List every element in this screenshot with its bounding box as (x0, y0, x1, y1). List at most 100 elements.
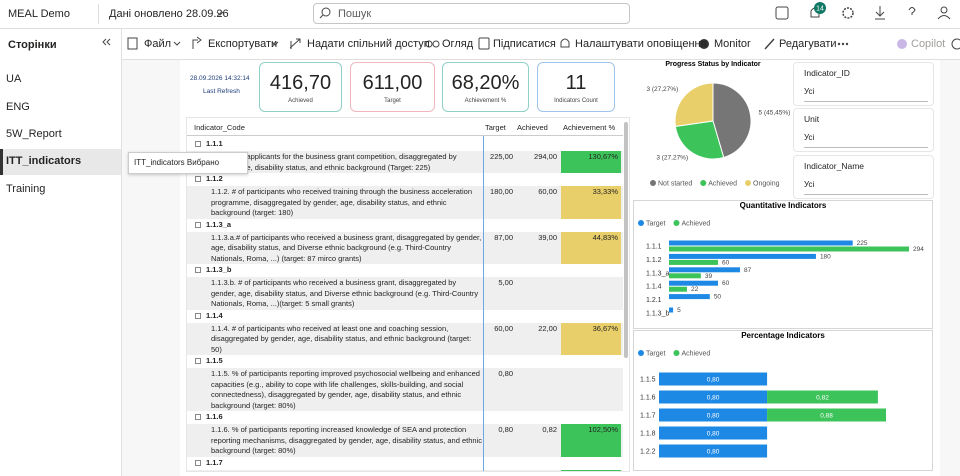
column-header[interactable]: Achieved (517, 123, 548, 132)
expand-box[interactable] (195, 141, 201, 147)
slicer[interactable]: Unit Усі (793, 108, 934, 152)
kpi-card: 68,20% Achievement % (442, 62, 529, 112)
toolbar-item[interactable]: Огляд (442, 38, 474, 50)
toolbar-item[interactable]: Monitor (714, 38, 751, 50)
toolbar-item[interactable]: Налаштувати оповіщення (575, 38, 707, 50)
add-icon[interactable] (951, 38, 960, 50)
slicer-value[interactable]: Усі (804, 180, 928, 195)
search-placeholder: Пошук (338, 8, 372, 20)
kpi-value: 11 (565, 72, 587, 94)
more-dot[interactable] (841, 42, 845, 46)
legend-label: Achieved (681, 351, 710, 358)
edit-icon (764, 38, 775, 50)
download-icon[interactable] (875, 11, 885, 17)
chevron (271, 41, 279, 46)
chevron (173, 41, 181, 46)
expand-box[interactable] (195, 414, 201, 420)
page-link[interactable]: ENG (6, 101, 30, 113)
toolbar-item[interactable]: Експортувати (208, 38, 278, 50)
toolbar-item[interactable]: Файл (144, 38, 172, 50)
data-label: 60 (722, 280, 730, 287)
expand-box[interactable] (195, 459, 201, 466)
kpi-label: Achieved (288, 98, 313, 104)
page-link[interactable]: Training (6, 183, 46, 195)
copilot-icon (897, 39, 907, 49)
account-icon[interactable] (937, 15, 951, 20)
slicer-title: Indicator_Name (804, 161, 865, 171)
slicer[interactable]: Indicator_ID Усі (793, 62, 934, 106)
expand-box[interactable] (195, 358, 201, 364)
search-box[interactable]: Пошук (313, 3, 630, 24)
data-label: 0,80 (707, 449, 720, 456)
kpi-card: 416,70 Achieved (259, 62, 342, 112)
toolbar-item[interactable]: Надати спільний доступ (307, 38, 430, 50)
data-label: 0,80 (707, 377, 720, 384)
achieved-cell: 22,00 (538, 323, 557, 333)
help-icon[interactable] (908, 7, 916, 16)
achieved-cell: 0,82 (542, 425, 557, 434)
selected-bg (0, 149, 121, 175)
indicator-text: 1.1.1. # of applicants for the business … (211, 152, 457, 172)
updated-label[interactable]: Дані оновлено 28.09.26 (109, 8, 229, 20)
column-header[interactable]: Indicator_Code (194, 123, 245, 132)
bar (659, 426, 768, 440)
y-tick-label: 1.2.1 (646, 297, 662, 304)
chart-title: Progress Status by Indicator (665, 61, 761, 68)
more-dot[interactable] (837, 42, 841, 46)
detail-row: 1.1.3.a.# of participants who received a… (187, 230, 623, 264)
refresh-label: Last Refresh (203, 88, 240, 95)
share-icon (289, 38, 301, 49)
target-cell: 5,00 (498, 278, 513, 287)
expand-box[interactable] (195, 221, 201, 228)
slicer-value[interactable]: Усі (804, 87, 928, 102)
page-link[interactable]: UA (6, 73, 22, 85)
legend-marker (638, 220, 644, 226)
kpi-card: 611,00 Target (350, 62, 435, 112)
chevron (216, 11, 224, 16)
expand-box[interactable] (195, 176, 201, 182)
column-header[interactable]: Achievement % (563, 123, 616, 132)
kpi-label: Achievement % (464, 98, 507, 104)
panel-icon[interactable] (775, 6, 789, 20)
achieved-cell: 39,00 (538, 232, 557, 242)
top-bar: MEAL Demo Дані оновлено 28.09.26 Пошук 1… (0, 0, 960, 29)
slicer[interactable]: Indicator_Name Усі (793, 155, 934, 199)
toolbar-icons (127, 36, 960, 50)
toolbar-item[interactable]: Редагувати (779, 38, 837, 50)
expand-box[interactable] (195, 267, 201, 273)
scrollbar[interactable] (624, 122, 628, 358)
page-link[interactable]: ITT_indicators (6, 155, 82, 167)
collapse-icon[interactable] (100, 37, 112, 49)
pct-cell: 44,83% (561, 231, 621, 264)
chart-title: Percentage Indicators (741, 331, 825, 340)
bar (767, 390, 878, 404)
slicer-value[interactable]: Усі (804, 133, 928, 148)
slicer-title: Indicator_ID (804, 68, 850, 78)
app-name: MEAL Demo (8, 8, 70, 20)
indicator-code: 1.1.5 (206, 356, 223, 365)
group-row: 1.1.6 (187, 411, 623, 423)
more-dot[interactable] (845, 42, 849, 46)
data-label: 5 (45,45%) (759, 109, 791, 116)
badge (814, 2, 826, 14)
slicer-title: Unit (804, 114, 820, 124)
page-link[interactable]: 5W_Report (6, 128, 62, 140)
legend-marker (650, 180, 656, 186)
bar (669, 267, 741, 273)
view-icon (432, 40, 440, 48)
detail-row: 1.1.4. # of participants who received at… (187, 321, 623, 355)
data-label: 225 (857, 240, 868, 247)
bar (669, 280, 718, 286)
toolbar-item[interactable]: Copilot (911, 38, 946, 50)
toolbar-item[interactable]: Підписатися (493, 38, 556, 50)
target-cell: 180,00 (490, 187, 513, 196)
legend-marker (638, 350, 644, 356)
expand-box[interactable] (195, 312, 201, 319)
export-icon (192, 36, 202, 49)
detail-row: 1.1.3.b. # of participants who received … (187, 276, 623, 310)
column-header[interactable]: Target (485, 123, 506, 132)
account-icon[interactable] (940, 6, 948, 14)
settings-icon[interactable] (842, 7, 854, 19)
data-label: 3 (27,27%) (646, 86, 678, 93)
